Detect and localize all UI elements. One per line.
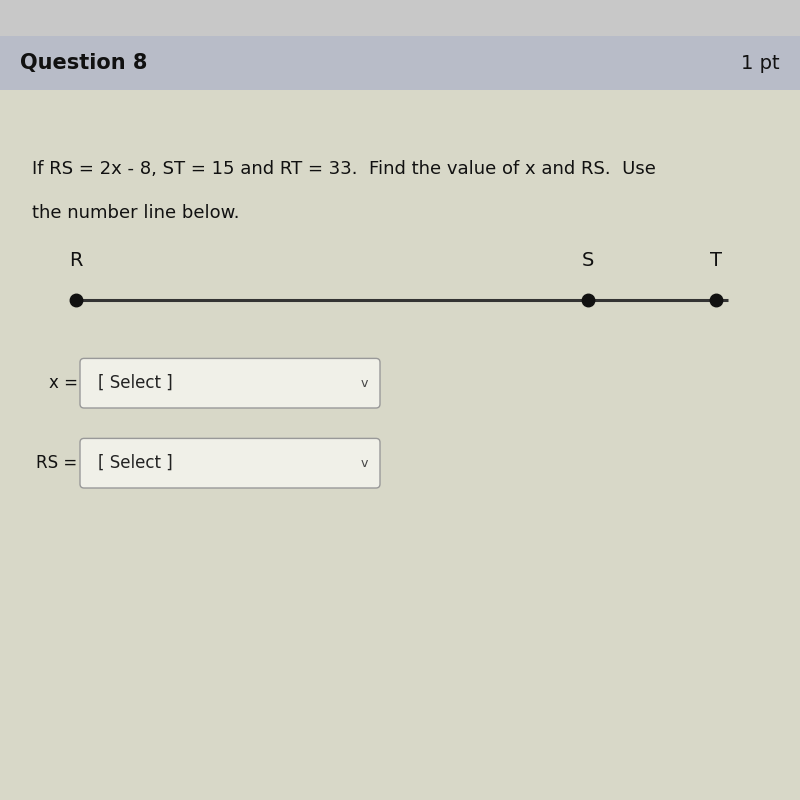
Text: the number line below.: the number line below.	[32, 204, 239, 222]
Text: [ Select ]: [ Select ]	[98, 454, 173, 472]
Text: [ Select ]: [ Select ]	[98, 374, 173, 392]
FancyBboxPatch shape	[80, 358, 380, 408]
Bar	[0, 36, 800, 90]
FancyBboxPatch shape	[80, 438, 380, 488]
Text: x =: x =	[49, 374, 78, 392]
Text: v: v	[360, 457, 368, 470]
Text: v: v	[360, 377, 368, 390]
Text: If RS = 2x - 8, ST = 15 and RT = 33.  Find the value of x and RS.  Use: If RS = 2x - 8, ST = 15 and RT = 33. Fin…	[32, 160, 656, 178]
Text: T: T	[710, 250, 722, 270]
Text: 1 pt: 1 pt	[742, 54, 780, 73]
Text: R: R	[70, 250, 82, 270]
Text: Question 8: Question 8	[20, 53, 147, 73]
Text: S: S	[582, 250, 594, 270]
Text: RS =: RS =	[36, 454, 78, 472]
Bar	[0, 0, 800, 36]
